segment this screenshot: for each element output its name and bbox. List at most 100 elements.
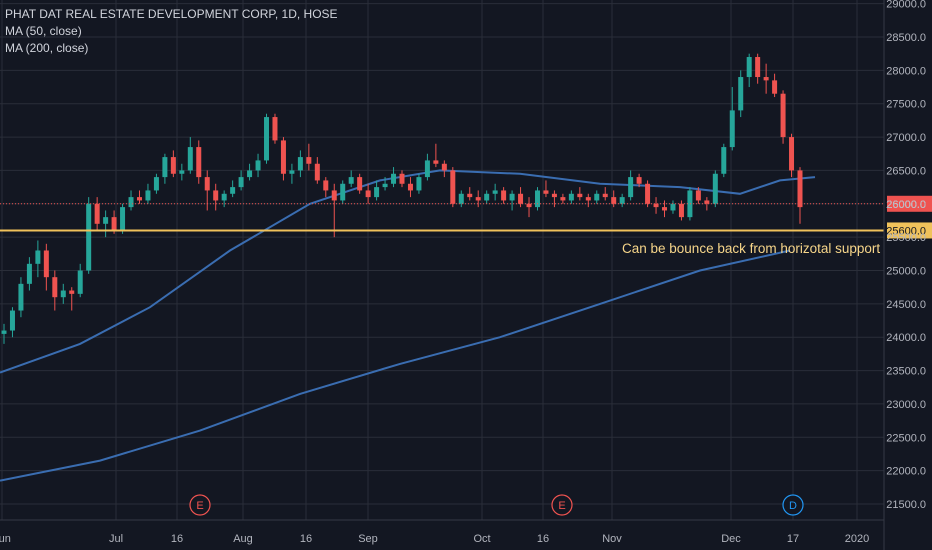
candle-body: [738, 77, 744, 111]
candle-body: [272, 117, 278, 141]
candle-body: [18, 283, 24, 311]
symbol-title: PHAT DAT REAL ESTATE DEVELOPMENT CORP, 1…: [5, 7, 338, 21]
y-tick-label: 27500.0: [886, 99, 926, 111]
candle-body: [179, 170, 185, 174]
event-letter: D: [789, 500, 797, 512]
x-tick-label: 17: [787, 533, 799, 545]
support-price-label-bg: [887, 222, 932, 239]
x-tick-label: Dec: [721, 533, 741, 545]
x-tick-label: Jun: [0, 533, 11, 545]
candle-body: [492, 190, 498, 194]
candle-body: [331, 190, 337, 201]
candle-body: [374, 187, 380, 198]
candle-body: [441, 163, 447, 171]
candle-body: [551, 193, 557, 198]
candle-body: [755, 57, 761, 78]
ma50-label: MA (50, close): [5, 24, 82, 38]
candle-body: [111, 217, 117, 231]
candle-body: [577, 193, 583, 198]
candle-body: [560, 197, 566, 201]
chart-legend: PHAT DAT REAL ESTATE DEVELOPMENT CORP, 1…: [5, 6, 338, 57]
candle-body: [86, 203, 92, 271]
candle-body: [636, 177, 642, 184]
x-tick-label: 16: [171, 533, 183, 545]
candle-body: [9, 310, 15, 331]
candle-body: [568, 193, 574, 201]
candle-body: [187, 147, 193, 171]
candle-body: [145, 190, 151, 201]
candle-body: [772, 80, 778, 94]
ma50-line: [0, 169, 816, 374]
y-tick-label: 22500.0: [886, 432, 926, 444]
y-tick-label: 28500.0: [886, 32, 926, 44]
candle-body: [763, 77, 769, 81]
candle-body: [297, 157, 303, 171]
candle-body: [518, 193, 524, 204]
candle-body: [433, 160, 439, 164]
support-price-label: 25600.0: [886, 225, 926, 237]
y-tick-label: 28000.0: [886, 65, 926, 77]
candle-body: [704, 200, 710, 204]
candle-body: [670, 203, 676, 211]
y-tick-label: 25500.0: [886, 232, 926, 244]
x-tick-label: 16: [300, 533, 312, 545]
x-tick-label: Sep: [358, 533, 378, 545]
candle-body: [585, 197, 591, 201]
candle-body: [501, 190, 507, 201]
candle-body: [221, 193, 227, 201]
candle-body: [357, 177, 363, 191]
moving-averages: [0, 169, 816, 482]
candle-body: [611, 197, 617, 204]
candle-body: [323, 180, 329, 191]
candle-body: [170, 157, 176, 174]
candle-body: [128, 197, 134, 208]
candle-body: [416, 177, 422, 191]
candles: [1, 53, 803, 344]
candle-body: [391, 173, 397, 184]
candle-body: [475, 197, 481, 201]
candle-body: [797, 170, 803, 208]
x-tick-label: Nov: [602, 533, 622, 545]
y-tick-label: 25000.0: [886, 266, 926, 278]
candle-body: [230, 187, 236, 194]
candle-body: [424, 160, 430, 178]
event-marker: [189, 494, 211, 516]
candle-body: [196, 147, 202, 178]
candle-body: [382, 183, 388, 188]
candle-body: [103, 217, 109, 224]
candle-body: [484, 193, 490, 201]
candle-body: [695, 190, 701, 201]
y-tick-label: 26500.0: [886, 165, 926, 177]
candle-body: [645, 183, 651, 204]
x-tick-label: 16: [537, 533, 549, 545]
candle-body: [399, 173, 405, 184]
candle-body: [407, 183, 413, 191]
candle-body: [153, 177, 159, 191]
candle-body: [120, 207, 126, 231]
candle-body: [264, 117, 270, 161]
candle-body: [280, 140, 286, 174]
candle-body: [712, 173, 718, 204]
candle-body: [662, 207, 668, 211]
last-price-label-bg: [887, 195, 932, 212]
candle-body: [136, 197, 142, 201]
y-tick-label: 26000.0: [886, 199, 926, 211]
candle-body: [678, 203, 684, 218]
candle-body: [594, 193, 600, 201]
candle-body: [365, 190, 371, 198]
candle-body: [255, 160, 261, 171]
candle-body: [534, 190, 540, 208]
candle-body: [69, 290, 75, 294]
candle-body: [619, 197, 625, 204]
candle-body: [780, 93, 786, 138]
y-tick-label: 27000.0: [886, 132, 926, 144]
event-marker: [551, 494, 573, 516]
event-letter: E: [196, 500, 203, 512]
price-levels: 25600.0 26000.0: [0, 195, 932, 239]
candle-body: [289, 170, 295, 174]
candle-body: [1, 330, 7, 334]
candle-body: [162, 157, 168, 178]
